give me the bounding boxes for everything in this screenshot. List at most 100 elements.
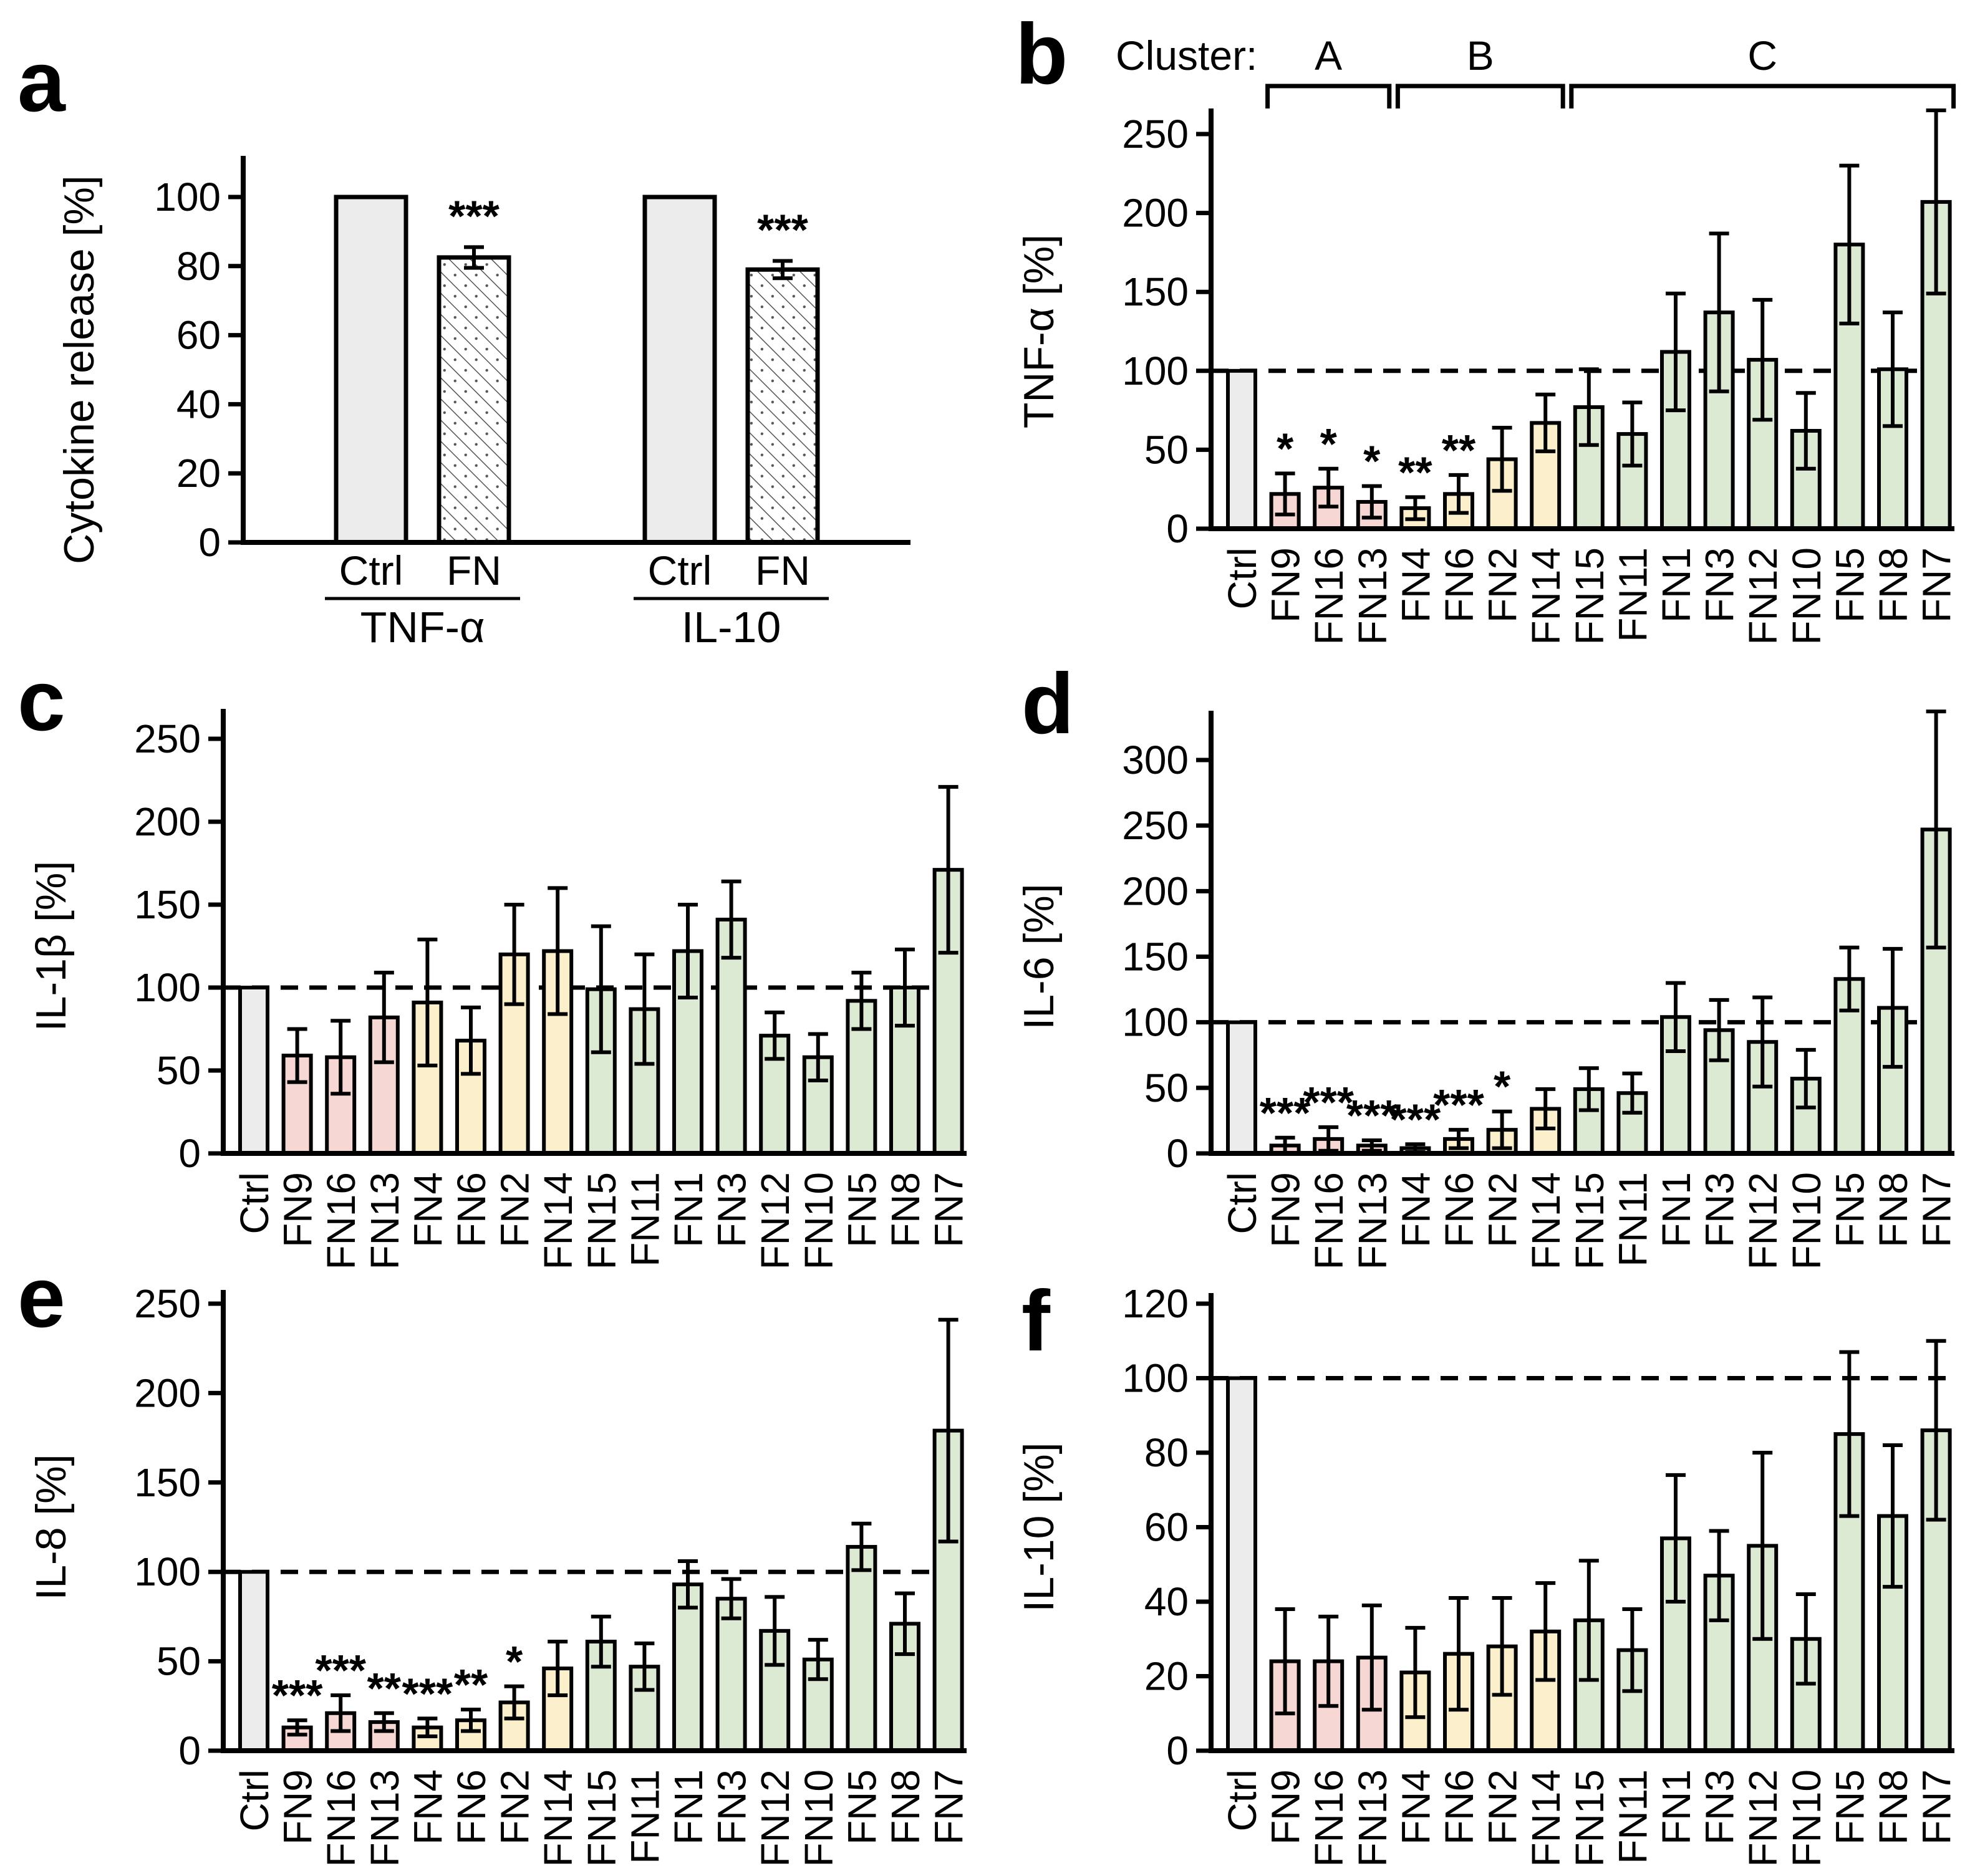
category-label-FN13: FN13 [1350, 547, 1395, 645]
significance-FN13: *** [1346, 1091, 1398, 1140]
panel-letter-e: e [17, 1249, 65, 1345]
category-label-FN8: FN8 [883, 1172, 928, 1248]
y-tick-label-0: 0 [198, 520, 221, 565]
significance-FN9: *** [272, 1671, 323, 1720]
category-label-FN12: FN12 [1741, 1172, 1785, 1270]
category-label-FN2: FN2 [493, 1172, 538, 1248]
category-label-FN1: FN1 [666, 1172, 711, 1248]
category-label-FN10: FN10 [796, 1172, 841, 1270]
bar-FN5 [846, 1545, 877, 1753]
cluster-label-B: B [1467, 32, 1494, 79]
y-tick-label-200: 200 [1122, 191, 1189, 236]
category-label-FN8: FN8 [1871, 1769, 1916, 1845]
category-label-FN6: FN6 [449, 1172, 494, 1248]
category-label-FN2: FN2 [1480, 1769, 1525, 1845]
category-label-FN7: FN7 [927, 1769, 972, 1845]
significance-FN6: *** [1433, 1080, 1484, 1129]
category-label-FN13: FN13 [362, 1769, 407, 1867]
category-label-FN5: FN5 [1827, 1172, 1872, 1248]
category-label-Ctrl: Ctrl [232, 1172, 277, 1234]
significance-FN9: *** [1260, 1089, 1311, 1137]
category-label-FN8: FN8 [1871, 547, 1916, 623]
category-label-FN11: FN11 [1610, 1172, 1655, 1267]
category-label-FN5: FN5 [839, 1172, 884, 1248]
y-tick-label-40: 40 [1144, 1579, 1189, 1624]
panel-e-chart: Ctrl***FN9***FN16**FN13***FN4**FN6*FN2FN… [27, 1281, 972, 1867]
panel-letter-b: b [1015, 6, 1068, 102]
bar-IL-10-FN [745, 267, 820, 545]
category-label-FN6: FN6 [1437, 547, 1482, 623]
y-tick-label-100: 100 [154, 175, 221, 219]
category-label-Ctrl: Ctrl [1220, 547, 1265, 610]
significance-FN4: ** [1398, 448, 1432, 496]
y-tick-label-120: 120 [1122, 1281, 1189, 1326]
y-tick-label-250: 250 [1122, 112, 1189, 156]
bar-FN5 [1833, 977, 1865, 1155]
y-axis-title: IL-6 [%] [1015, 883, 1063, 1029]
category-label-FN8: FN8 [883, 1769, 928, 1845]
category-label-FN7: FN7 [1915, 1769, 1959, 1845]
category-label-FN13: FN13 [362, 1172, 407, 1270]
bar-Ctrl [1226, 368, 1257, 531]
y-tick-label-200: 200 [1122, 868, 1189, 913]
y-tick-label-20: 20 [176, 451, 221, 496]
y-tick-label-100: 100 [134, 1549, 201, 1594]
panel-letter-a: a [17, 34, 65, 130]
category-label-FN12: FN12 [1741, 1769, 1785, 1867]
group-label-TNF-α: TNF-α [360, 603, 485, 652]
category-label-FN13: FN13 [1350, 1172, 1395, 1270]
significance-FN2: * [506, 1637, 523, 1686]
bar-Ctrl [1226, 1020, 1257, 1156]
category-label-FN12: FN12 [753, 1769, 798, 1867]
category-label-FN6: FN6 [1437, 1769, 1482, 1845]
category-label-FN3: FN3 [1697, 1172, 1742, 1248]
category-label-FN9: FN9 [1263, 1172, 1308, 1248]
category-label-FN11: FN11 [1610, 547, 1655, 642]
category-label-FN11: FN11 [622, 1172, 667, 1267]
y-tick-label-250: 250 [1122, 803, 1189, 848]
bar-IL-10-Ctrl [642, 195, 717, 545]
category-label-FN1: FN1 [666, 1769, 711, 1845]
cluster-bracket-C [1569, 84, 1956, 108]
significance-FN13: * [1363, 437, 1381, 486]
bar-label-IL-10-FN: FN [755, 547, 810, 594]
category-label-FN5: FN5 [1827, 547, 1872, 623]
category-label-FN2: FN2 [493, 1769, 538, 1845]
panel-letter-c: c [17, 653, 65, 749]
category-label-FN9: FN9 [276, 1172, 321, 1248]
panel-b-chart: Ctrl*FN9*FN16*FN13**FN4**FN6FN2FN14FN15F… [1015, 32, 1959, 645]
category-label-FN8: FN8 [1871, 1172, 1916, 1248]
y-tick-label-50: 50 [157, 1639, 201, 1684]
category-label-FN14: FN14 [536, 1172, 581, 1270]
y-tick-label-40: 40 [176, 382, 221, 426]
category-label-FN4: FN4 [1393, 547, 1438, 623]
y-tick-label-20: 20 [1144, 1654, 1189, 1699]
y-tick-label-150: 150 [1122, 935, 1189, 979]
y-tick-label-300: 300 [1122, 738, 1189, 782]
panel-letter-d: d [1021, 656, 1074, 752]
y-tick-label-50: 50 [1144, 1065, 1189, 1110]
cluster-bracket-B [1395, 84, 1565, 108]
category-label-FN13: FN13 [1350, 1769, 1395, 1867]
bar-Ctrl [238, 986, 269, 1155]
bar-FN12 [1747, 1040, 1779, 1156]
category-label-FN6: FN6 [1437, 1172, 1482, 1248]
category-label-FN7: FN7 [1915, 1172, 1959, 1248]
y-tick-label-80: 80 [176, 244, 221, 289]
category-label-FN16: FN16 [1306, 1769, 1351, 1867]
bar-label-TNF-α-FN: FN [447, 547, 501, 594]
category-label-FN12: FN12 [1741, 547, 1785, 645]
category-label-FN15: FN15 [1567, 1769, 1612, 1867]
category-label-FN10: FN10 [1784, 547, 1829, 645]
y-tick-label-80: 80 [1144, 1430, 1189, 1475]
panel-a-chart: Ctrl *** FN TNF-α Ctrl *** FN IL-10 0 20 40 60 80 100… [56, 156, 910, 652]
category-label-Ctrl: Ctrl [232, 1769, 277, 1832]
y-axis-title: TNF-α [%] [1015, 234, 1063, 428]
category-label-FN4: FN4 [1393, 1769, 1438, 1845]
category-label-Ctrl: Ctrl [1220, 1769, 1265, 1832]
category-label-FN15: FN15 [1567, 547, 1612, 645]
category-label-FN3: FN3 [1697, 547, 1742, 623]
category-label-FN4: FN4 [1393, 1172, 1438, 1248]
y-tick-label-250: 250 [134, 1281, 201, 1326]
